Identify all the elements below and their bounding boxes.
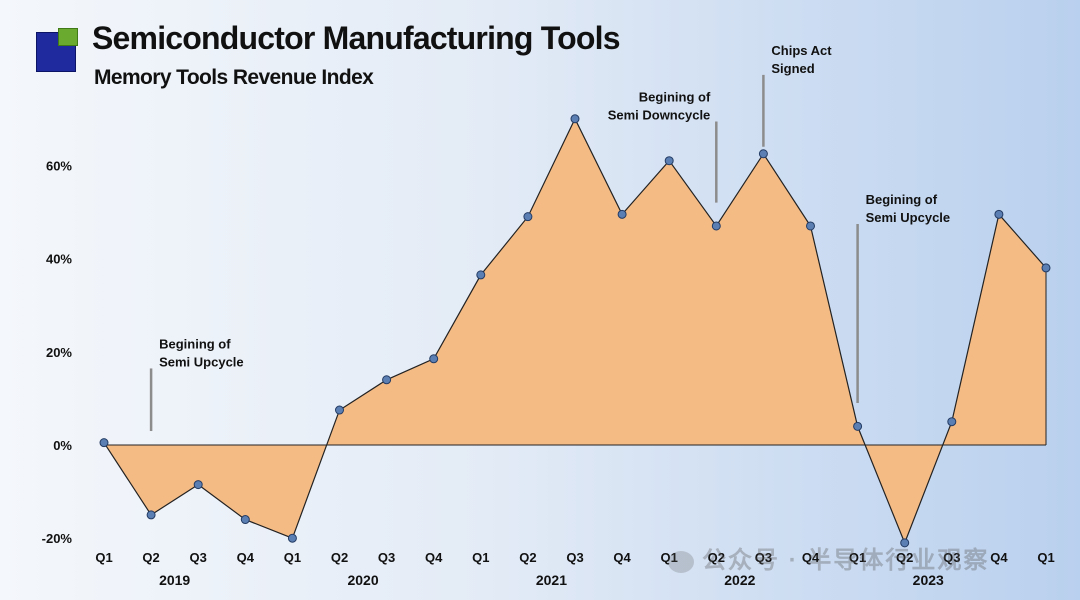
annotation-text: Signed bbox=[771, 61, 814, 76]
year-label: 2021 bbox=[536, 572, 567, 588]
data-point bbox=[900, 538, 910, 548]
data-point bbox=[664, 156, 674, 166]
year-label: 2019 bbox=[159, 572, 190, 588]
wechat-icon bbox=[668, 550, 694, 573]
data-point bbox=[382, 375, 392, 385]
data-point bbox=[146, 510, 156, 520]
watermark: 公众号 · 半导体行业观察 bbox=[668, 540, 989, 575]
data-point bbox=[240, 515, 250, 525]
x-tick-label: Q4 bbox=[802, 550, 820, 565]
x-tick-label: Q2 bbox=[896, 550, 913, 565]
y-tick-label: 0% bbox=[53, 438, 72, 453]
x-tick-label: Q1 bbox=[1037, 550, 1054, 565]
data-point bbox=[429, 354, 439, 364]
x-tick-label: Q3 bbox=[755, 550, 772, 565]
x-tick-label: Q2 bbox=[519, 550, 536, 565]
annotation-text: Semi Upcycle bbox=[866, 210, 951, 225]
annotation-text: Begining of bbox=[866, 192, 938, 207]
data-point bbox=[99, 438, 109, 448]
x-tick-label: Q3 bbox=[943, 550, 960, 565]
data-point bbox=[287, 533, 297, 543]
x-tick-label: Q4 bbox=[990, 550, 1008, 565]
data-point bbox=[806, 221, 815, 231]
annotation-text: Begining of bbox=[639, 89, 711, 104]
year-label: 2022 bbox=[724, 572, 755, 588]
data-point bbox=[335, 405, 344, 415]
y-tick-label: 40% bbox=[46, 252, 72, 267]
x-tick-label: Q2 bbox=[331, 550, 348, 565]
logo-green-square bbox=[58, 28, 78, 46]
annotation-text: Begining of bbox=[159, 336, 231, 351]
data-point bbox=[617, 209, 627, 219]
data-point bbox=[570, 114, 580, 124]
y-tick-label: 20% bbox=[46, 345, 72, 360]
data-point bbox=[947, 417, 957, 427]
chart-title: Semiconductor Manufacturing Tools bbox=[92, 20, 621, 56]
x-tick-label: Q3 bbox=[190, 550, 207, 565]
y-tick-label: -20% bbox=[42, 531, 73, 546]
x-tick-label: Q1 bbox=[284, 550, 301, 565]
watermark-text: 公众号 · 半导体行业观察 bbox=[702, 547, 990, 574]
x-tick-label: Q1 bbox=[661, 550, 678, 565]
x-tick-label: Q1 bbox=[849, 550, 866, 565]
data-point bbox=[994, 209, 1004, 219]
x-tick-label: Q2 bbox=[708, 550, 725, 565]
area-fill bbox=[104, 118, 1046, 543]
x-tick-label: Q2 bbox=[142, 550, 159, 565]
data-point bbox=[523, 212, 533, 222]
data-point bbox=[193, 480, 203, 490]
annotation-text: Semi Downcycle bbox=[608, 107, 711, 122]
x-tick-label: Q4 bbox=[613, 550, 631, 565]
brand-logo bbox=[36, 28, 78, 72]
data-point bbox=[1041, 263, 1051, 273]
data-point bbox=[476, 270, 486, 280]
data-point bbox=[711, 221, 721, 231]
x-tick-label: Q4 bbox=[237, 550, 255, 565]
data-point bbox=[853, 421, 863, 431]
year-label: 2020 bbox=[347, 572, 378, 588]
x-tick-label: Q3 bbox=[378, 550, 395, 565]
x-tick-label: Q1 bbox=[472, 550, 489, 565]
x-tick-label: Q4 bbox=[425, 550, 443, 565]
chart-subtitle: Memory Tools Revenue Index bbox=[94, 66, 374, 89]
data-point bbox=[758, 149, 768, 159]
year-label: 2023 bbox=[913, 572, 944, 588]
y-tick-label: 60% bbox=[46, 158, 72, 173]
x-tick-label: Q3 bbox=[566, 550, 583, 565]
annotation-text: Chips Act bbox=[771, 43, 832, 58]
x-tick-label: Q1 bbox=[95, 550, 112, 565]
annotation-text: Semi Upcycle bbox=[159, 354, 244, 369]
